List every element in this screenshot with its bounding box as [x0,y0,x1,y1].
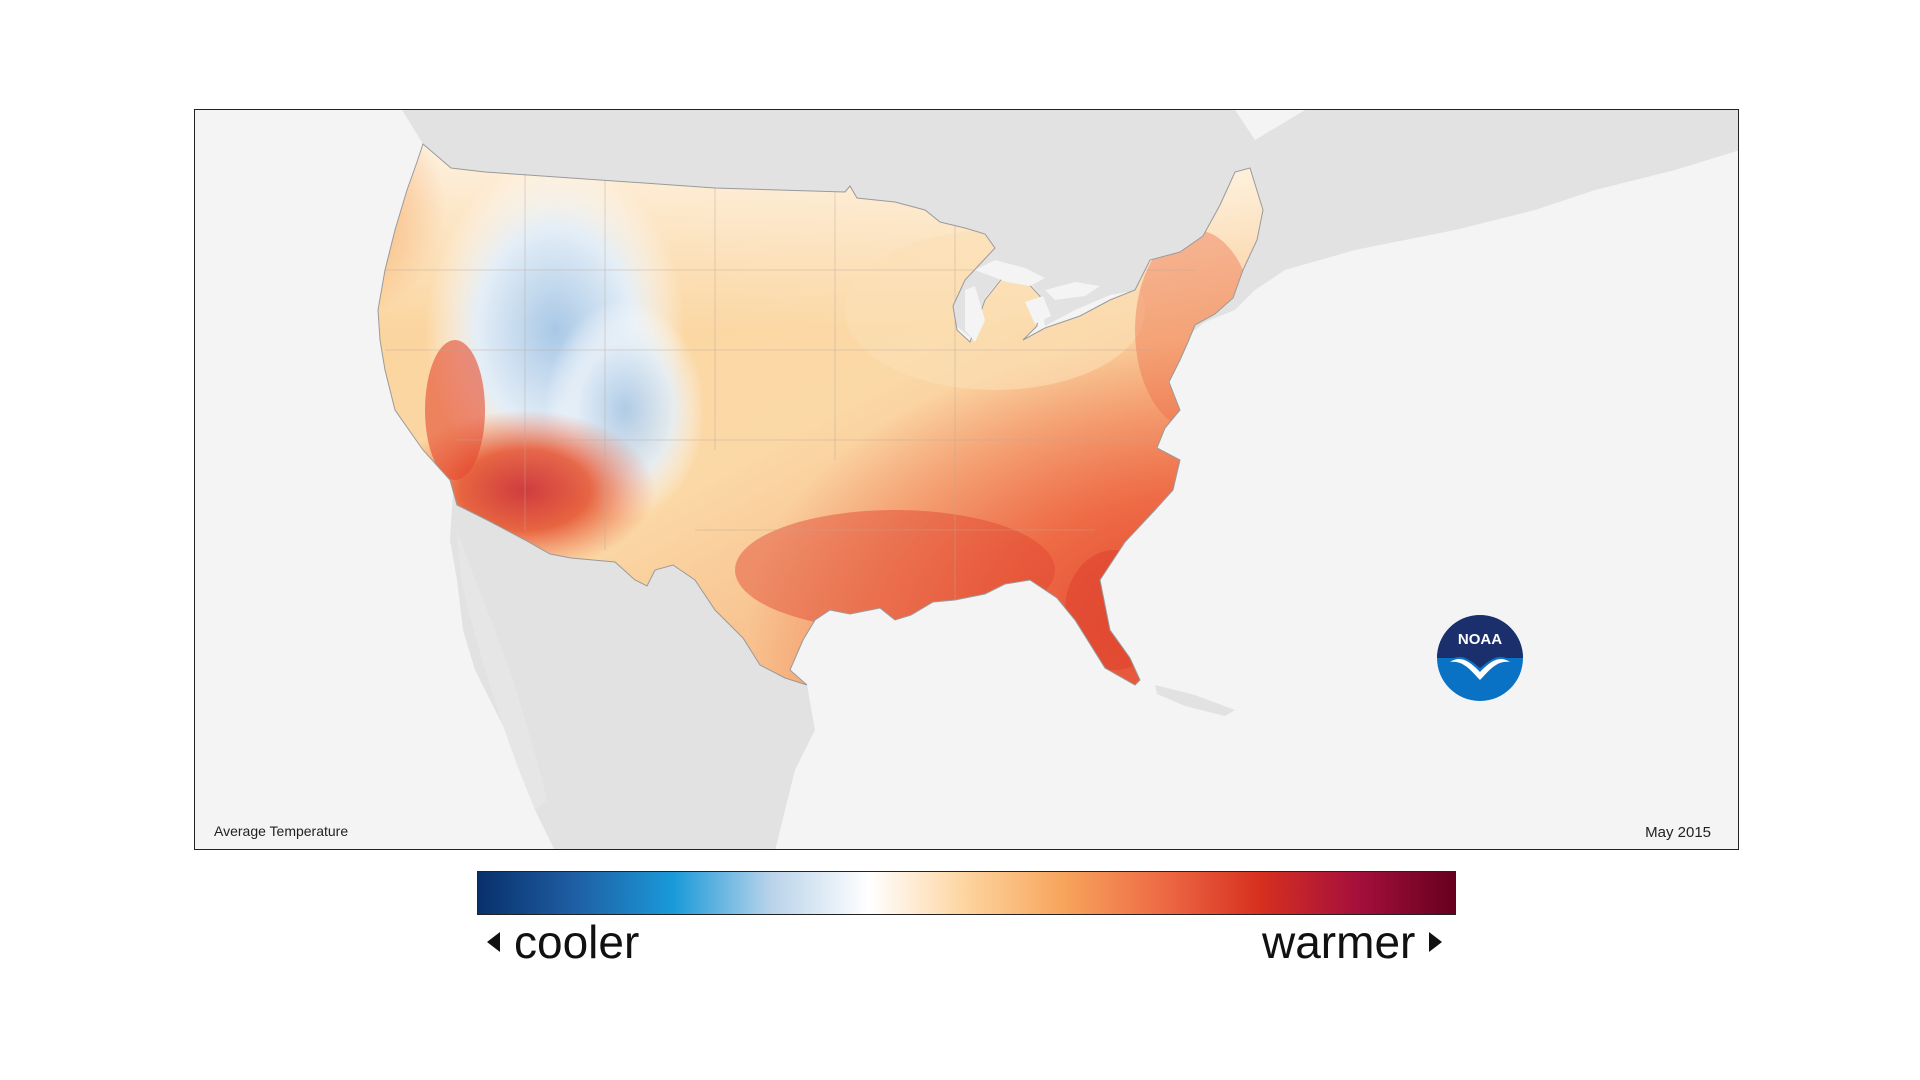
noaa-logo-icon: NOAA [1436,614,1524,707]
legend-cooler-label: cooler [514,916,640,968]
legend-warmer-label: warmer [1262,916,1416,968]
temperature-color-scale [477,871,1456,915]
left-triangle-icon [487,932,500,952]
canada-land [402,110,1738,338]
temperature-map [377,110,1738,849]
baja-land [457,530,547,810]
map-date: May 2015 [1645,824,1711,841]
legend-warmer: warmer [1262,912,1443,972]
right-triangle-icon [1429,932,1443,952]
map-panel: Average Temperature May 2015 [194,109,1739,850]
mexico-land [450,492,815,849]
cuba-land [1155,685,1235,716]
map-title: Average Temperature [214,823,349,839]
great-lakes [965,260,1100,342]
noaa-logo-text: NOAA [1458,631,1502,648]
legend-cooler: cooler [487,912,639,972]
